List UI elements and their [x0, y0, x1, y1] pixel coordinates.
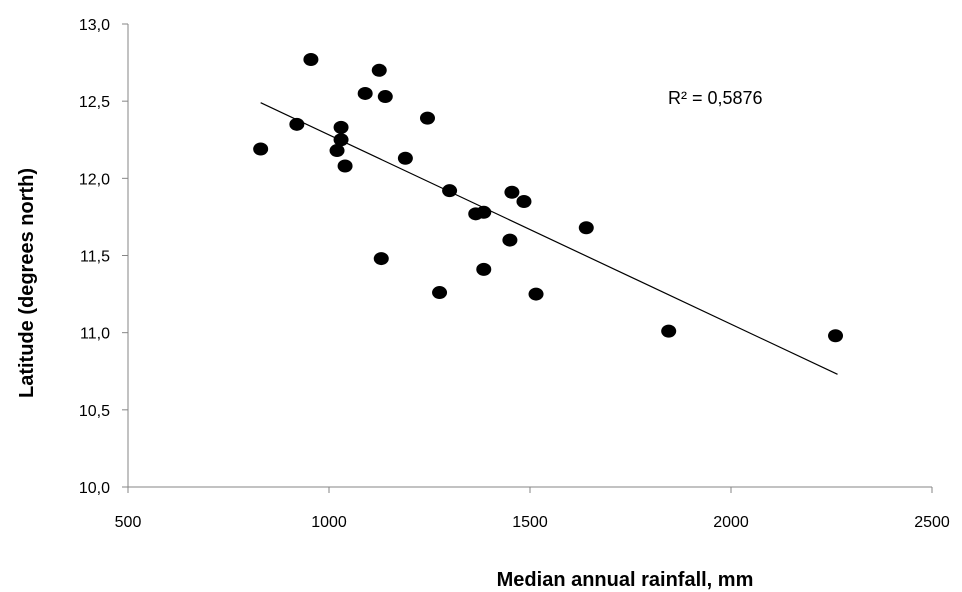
- x-tick-label: 2000: [713, 514, 749, 531]
- data-point: [357, 86, 373, 100]
- x-tick-label: 1500: [512, 514, 548, 531]
- data-point: [337, 159, 353, 173]
- plot-area: 10,0 10,5 11,0 11,5 12,0 12,5 13,0 500 1000 1500…: [79, 17, 950, 531]
- data-point: [419, 111, 435, 125]
- data-point: [432, 286, 448, 300]
- x-tick-label: 1000: [311, 514, 347, 531]
- y-tick-label: 12,0: [79, 171, 110, 188]
- data-point: [578, 221, 594, 235]
- x-axis-title: Median annual rainfall, mm: [497, 569, 754, 591]
- data-point: [253, 142, 269, 156]
- trendline-group: [260, 102, 838, 375]
- data-point: [661, 324, 677, 338]
- y-tick-label: 13,0: [79, 17, 110, 34]
- data-point: [329, 144, 345, 158]
- data-point: [289, 117, 305, 131]
- data-points: [253, 52, 844, 343]
- y-axis-ticks: 10,0 10,5 11,0 11,5 12,0 12,5 13,0: [79, 17, 128, 497]
- data-point: [397, 151, 413, 165]
- y-tick-label: 11,5: [80, 249, 110, 266]
- x-tick-label: 2500: [914, 514, 950, 531]
- data-point: [476, 205, 492, 219]
- r-squared-annotation: R² = 0,5876: [668, 88, 763, 108]
- data-point: [377, 90, 393, 104]
- y-axis-title: Latitude (degrees north): [16, 168, 38, 398]
- data-point: [476, 262, 492, 276]
- y-tick-label: 12,5: [79, 94, 110, 111]
- data-point: [516, 194, 532, 208]
- data-point: [371, 63, 387, 77]
- data-point: [333, 133, 349, 147]
- data-point: [528, 287, 544, 301]
- data-point: [373, 252, 389, 266]
- y-tick-label: 10,5: [79, 403, 110, 420]
- data-point: [502, 233, 518, 247]
- y-tick-label: 11,0: [80, 326, 110, 343]
- data-point: [303, 52, 319, 66]
- data-point: [504, 185, 520, 199]
- x-axis-ticks: 500 1000 1500 2000 2500: [115, 487, 950, 531]
- linear-trendline: [260, 102, 838, 375]
- data-point: [442, 184, 458, 198]
- data-point: [828, 329, 844, 343]
- x-tick-label: 500: [115, 514, 142, 531]
- data-point: [333, 120, 349, 134]
- y-tick-label: 10,0: [79, 480, 110, 497]
